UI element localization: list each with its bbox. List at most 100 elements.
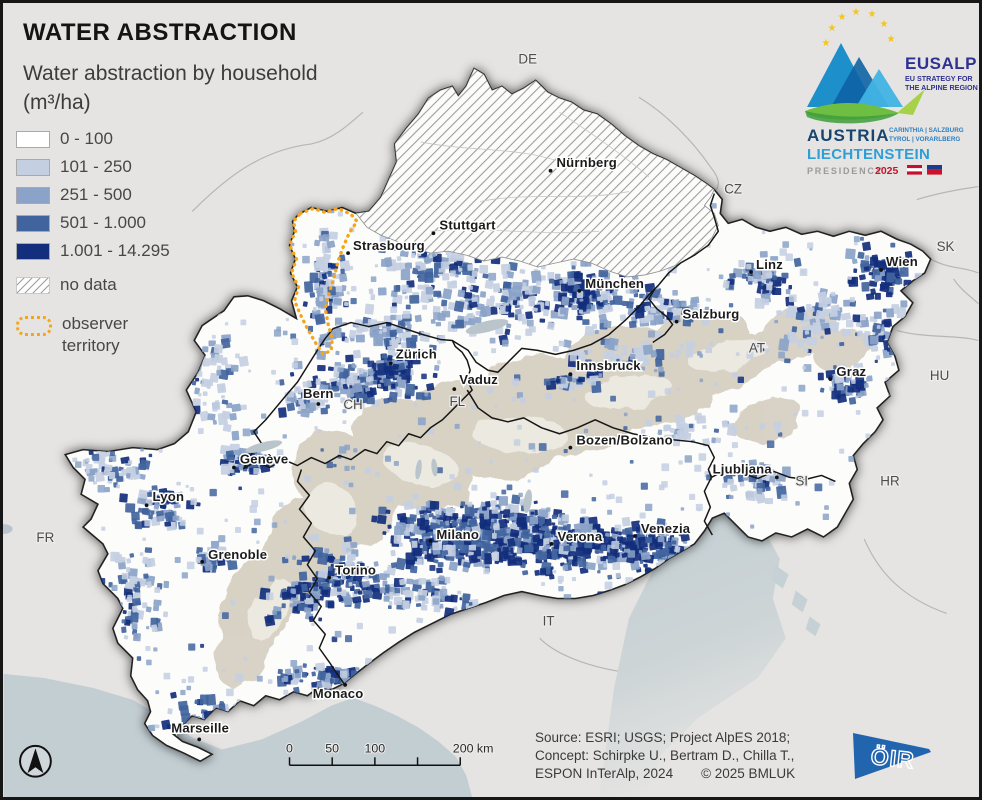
eu-stars-icon: ★★★ ★ ★★★ [822, 7, 896, 49]
map-title: WATER ABSTRACTION [23, 19, 297, 46]
eu-star-icon: ★ [838, 12, 847, 23]
country-code-label: FL [449, 394, 465, 409]
alpine-region-map: Nürnberg Stuttgart Strasbourg München Linz Wi… [3, 50, 979, 797]
city-label: Venezia [641, 521, 691, 536]
copyright: © 2025 BMLUK [701, 766, 796, 782]
city-dot [568, 372, 573, 377]
border-si-at [710, 468, 836, 483]
source-block: Source: ESRI; USGS; Project AlpES 2018; … [535, 729, 795, 783]
border-de-at [648, 193, 720, 344]
legend-row-class-2: 251 - 500 [16, 185, 170, 205]
eusalp-presidency-logo: ★ ★ ★ ★ ★ ★ ★ EUSALP EU STRATEGY FOR THE ALPIN… [801, 7, 979, 190]
city-label: Stuttgart [439, 217, 496, 232]
country-code-label: HU [930, 368, 949, 383]
presidency-country-liechtenstein: LIECHTENSTEIN [807, 146, 930, 163]
eusalp-title: EUSALP [905, 54, 977, 73]
city-dot [633, 534, 637, 538]
north-arrow [19, 744, 52, 778]
city-dot [549, 542, 554, 546]
city-dot [428, 539, 433, 543]
city-label: Monaco [313, 686, 364, 701]
source-line3: ESPON InTerAlp, 2024 [535, 766, 674, 782]
eu-star-icon: ★ [852, 7, 861, 18]
eu-star-icon: ★ [868, 9, 877, 20]
source-line2: Concept: Schirpke U., Bertram D., Chilla… [535, 748, 795, 764]
city-dot [828, 377, 833, 382]
legend-class-label: 101 - 250 [60, 157, 132, 176]
city-label: Torino [335, 563, 376, 578]
border-si-it [703, 477, 713, 536]
legend-row-no-data: no data [16, 275, 170, 295]
city-label: Verona [557, 529, 602, 544]
map-subtitle: Water abstraction by household (m³/ha) [23, 62, 318, 115]
city-dot [774, 475, 779, 480]
oir-label: ÖIR [870, 743, 916, 773]
mountains-icon [807, 43, 903, 107]
city-label: Milano [436, 527, 479, 542]
city-label: Bozen/Bolzano [576, 433, 672, 448]
legend-swatch [16, 186, 50, 204]
city-dot [346, 251, 350, 255]
city-dot [327, 575, 332, 580]
eusalp-logo-graphic: ★★★ ★ ★★★ EUSALP EU STRATEGY FOR THE ALPIN… [805, 7, 978, 177]
city-label: Grenoble [208, 547, 267, 562]
legend-class-label: 1.001 - 14.295 [60, 241, 170, 260]
eu-star-icon: ★ [828, 23, 837, 34]
legend-swatch [16, 242, 50, 260]
city-dot [144, 503, 149, 508]
city-dot [674, 319, 679, 324]
country-code-label: SK [937, 239, 955, 254]
city-dot [452, 387, 457, 391]
observer-territory-swatch [16, 316, 52, 336]
city-label: Innsbruck [576, 358, 641, 373]
scale-bar-label: 200 km [453, 741, 494, 755]
border-fr-it [296, 469, 345, 685]
choropleth-speckles [70, 193, 925, 742]
border-at-it [466, 389, 716, 478]
eusalp-subtitle-2: THE ALPINE REGION [905, 83, 978, 92]
alpine-lakes [3, 319, 532, 534]
city-dot [232, 465, 236, 470]
country-code-label: CZ [724, 182, 742, 197]
scale-bar-label: 100 [365, 741, 386, 755]
scale-bar: 0 50 100 200 km [285, 740, 494, 766]
city-label: Linz [756, 257, 783, 272]
city-label: Ljubljana [713, 461, 773, 476]
city-label: Marseille [171, 720, 229, 735]
city-label: Zürich [396, 346, 437, 361]
city-label: Bern [303, 386, 334, 401]
country-code-label: DE [518, 52, 537, 67]
city-dot [548, 168, 553, 173]
country-code-label: AT [749, 340, 765, 355]
city-label: Genève [240, 452, 289, 467]
source-line1: Source: ESRI; USGS; Project AlpES 2018; [535, 730, 791, 745]
scale-bar-label: 50 [325, 741, 339, 755]
outside-borders [191, 96, 979, 675]
no-data-label: no data [60, 275, 117, 294]
country-code-label: CH [343, 397, 362, 412]
city-dot [749, 270, 753, 274]
legend-classes: 0 - 100 101 - 250 251 - 500 501 - 1.000 1.00… [16, 129, 170, 261]
no-data-area [355, 68, 719, 278]
city-dot [316, 402, 321, 406]
city-dot [568, 445, 573, 450]
austria-flag-icon [907, 165, 922, 175]
title-block: WATER ABSTRACTION Water abstraction by h… [23, 19, 318, 118]
oir-logo: ÖIR [841, 721, 953, 790]
city-dot [197, 737, 202, 742]
city-label: Strasbourg [353, 238, 425, 253]
observer-territory-label: observer territory [62, 314, 129, 355]
city-label: Nürnberg [557, 155, 618, 170]
scale-bar-label: 0 [286, 741, 293, 755]
adriatic-sea [599, 507, 786, 797]
legend-row-observer: observer territory [16, 313, 170, 357]
country-code-label: HR [880, 473, 900, 488]
legend: 0 - 100 101 - 250 251 - 500 501 - 1.000 1.00… [16, 129, 170, 365]
mediterranean-sea [3, 673, 473, 797]
city-dot [431, 231, 436, 236]
presidency-country-austria: AUSTRIA [807, 126, 890, 145]
national-borders [243, 193, 836, 685]
green-swoosh-icon [805, 89, 925, 124]
legend-row-class-4: 1.001 - 14.295 [16, 241, 170, 261]
